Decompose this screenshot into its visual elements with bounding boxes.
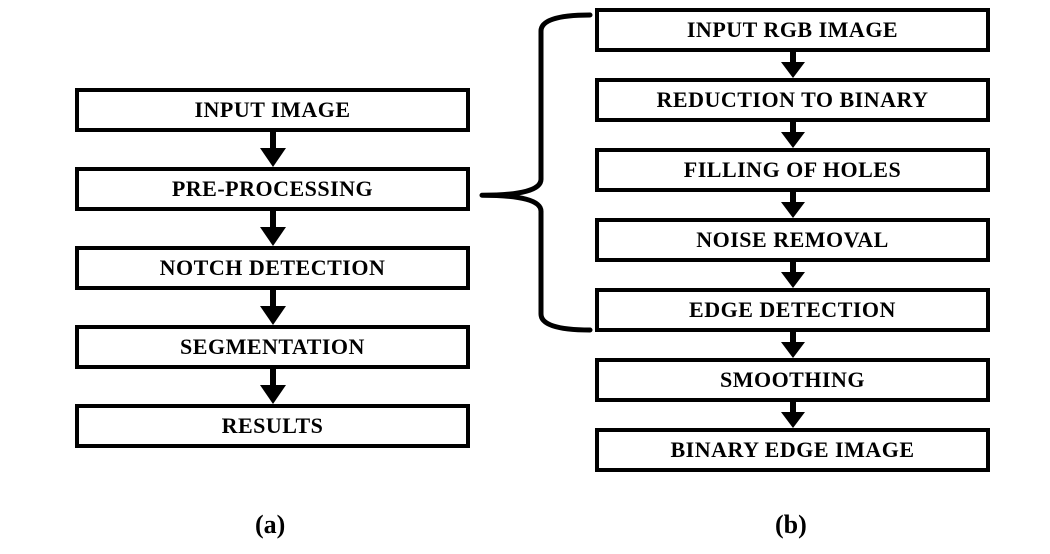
flowchart-a: INPUT IMAGE PRE-PROCESSING NOTCH DETECTION… <box>75 88 470 448</box>
flowchart-b-step-2: FILLING OF HOLES <box>595 148 990 192</box>
flowchart-a-step-1: PRE-PROCESSING <box>75 167 470 211</box>
brace-connector <box>475 10 595 335</box>
caption-b: (b) <box>775 510 807 540</box>
flowchart-b-step-3: NOISE REMOVAL <box>595 218 990 262</box>
arrow-down-icon <box>260 211 286 246</box>
flowchart-b-step-4: EDGE DETECTION <box>595 288 990 332</box>
flowchart-a-step-0: INPUT IMAGE <box>75 88 470 132</box>
arrow-down-icon <box>260 132 286 167</box>
arrow-down-icon <box>781 402 805 428</box>
arrow-down-icon <box>781 332 805 358</box>
flowchart-b: INPUT RGB IMAGE REDUCTION TO BINARY FILLIN… <box>595 8 990 472</box>
flowchart-a-step-3: SEGMENTATION <box>75 325 470 369</box>
arrow-down-icon <box>260 369 286 404</box>
flowchart-b-step-6: BINARY EDGE IMAGE <box>595 428 990 472</box>
flowchart-a-step-2: NOTCH DETECTION <box>75 246 470 290</box>
flowchart-b-step-5: SMOOTHING <box>595 358 990 402</box>
arrow-down-icon <box>260 290 286 325</box>
arrow-down-icon <box>781 122 805 148</box>
flowchart-a-step-4: RESULTS <box>75 404 470 448</box>
arrow-down-icon <box>781 262 805 288</box>
arrow-down-icon <box>781 52 805 78</box>
flowchart-b-step-1: REDUCTION TO BINARY <box>595 78 990 122</box>
caption-a: (a) <box>255 510 285 540</box>
flowchart-b-step-0: INPUT RGB IMAGE <box>595 8 990 52</box>
arrow-down-icon <box>781 192 805 218</box>
